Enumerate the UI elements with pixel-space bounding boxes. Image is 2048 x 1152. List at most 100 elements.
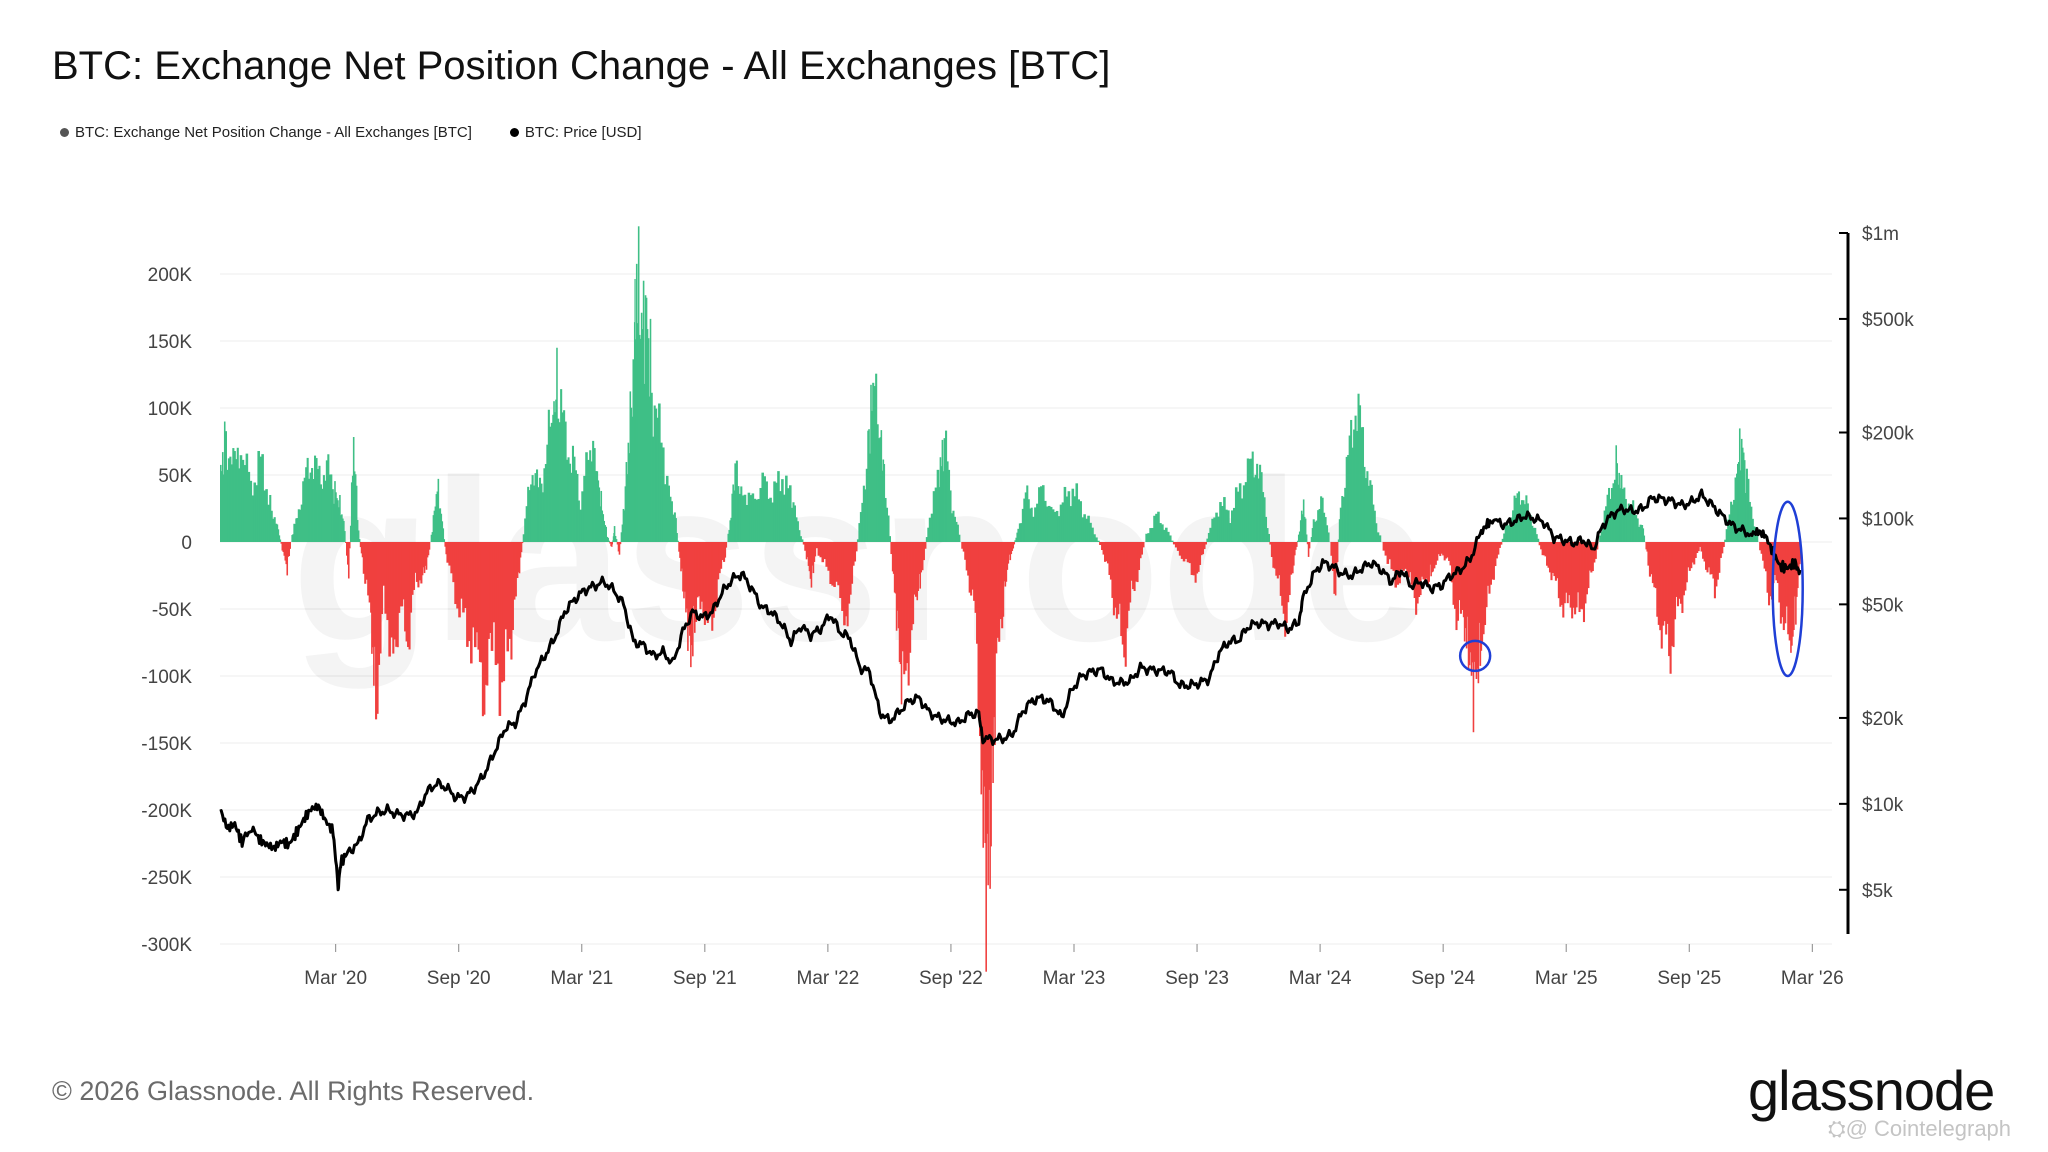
outflow-bar-negative	[287, 542, 290, 557]
inflow-bar-positive	[1303, 516, 1306, 542]
outflow-bar-negative	[1133, 542, 1136, 592]
right-tick-label: $500k	[1862, 310, 1914, 331]
outflow-bar-negative	[691, 542, 693, 646]
inflow-bar-positive	[239, 455, 243, 542]
outflow-bar-negative	[1437, 542, 1440, 555]
inflow-bar-positive	[1075, 483, 1079, 542]
outflow-bar-negative	[619, 542, 622, 545]
outflow-bar-negative	[1008, 542, 1011, 555]
inflow-bar-positive	[734, 463, 737, 542]
inflow-bar-positive	[1513, 495, 1516, 542]
outflow-bar-negative	[1792, 542, 1794, 637]
outflow-bar-negative	[422, 542, 425, 568]
inflow-bar-positive	[311, 468, 314, 542]
outflow-bar-negative	[1719, 542, 1722, 558]
outflow-bar-negative	[484, 542, 487, 685]
inflow-bar-positive	[544, 464, 547, 542]
outflow-bar-negative	[846, 542, 849, 627]
inflow-bar-positive	[1727, 519, 1730, 542]
inflow-bar-positive	[300, 504, 303, 542]
outflow-bar-negative	[1498, 542, 1501, 548]
outflow-bar-negative	[689, 542, 691, 636]
outflow-bar-negative	[1484, 542, 1487, 625]
outflow-bar-negative	[1115, 542, 1118, 619]
outflow-bar-negative	[712, 542, 715, 618]
inflow-bar-positive	[1163, 529, 1166, 542]
inflow-bar-positive	[1347, 455, 1350, 542]
inflow-bar-positive	[1744, 492, 1747, 542]
inflow-bar-positive	[275, 523, 278, 542]
inflow-bar-positive	[342, 518, 344, 542]
inflow-bar-positive	[1599, 535, 1602, 542]
outflow-bar-negative	[1118, 542, 1121, 604]
outflow-bar-negative	[1188, 542, 1192, 564]
outflow-bar-negative	[1553, 542, 1556, 577]
outflow-bar-negative	[426, 542, 429, 558]
inflow-bar-positive	[662, 447, 665, 542]
inflow-bar-positive	[925, 537, 928, 542]
inflow-bar-positive	[940, 466, 943, 542]
outflow-bar-negative	[1547, 542, 1550, 568]
inflow-bar-positive	[648, 396, 651, 542]
inflow-bar-positive	[1315, 520, 1318, 542]
inflow-bar-positive	[337, 500, 339, 542]
inflow-bar-positive	[869, 453, 871, 542]
outflow-bar-negative	[345, 542, 347, 543]
inflow-bar-positive	[949, 490, 952, 542]
inflow-bar-positive	[1081, 517, 1084, 542]
outflow-bar-negative	[1294, 542, 1297, 550]
legend-item-price[interactable]: BTC: Price [USD]	[509, 124, 642, 141]
outflow-bar-negative	[399, 542, 402, 607]
outflow-bar-negative	[1418, 542, 1421, 598]
outflow-bar-negative	[1105, 542, 1108, 562]
outflow-bar-negative	[899, 542, 902, 665]
outflow-bar-negative	[490, 542, 494, 651]
outflow-bar-negative	[519, 542, 522, 558]
inflow-bar-positive	[1038, 487, 1041, 542]
outflow-bar-negative	[1656, 542, 1659, 617]
outflow-bar-negative	[807, 542, 810, 566]
inflow-bar-positive	[573, 456, 576, 542]
outflow-bar-negative	[1712, 542, 1715, 579]
x-tick-label: Mar '24	[1289, 968, 1352, 989]
outflow-bar-negative	[517, 542, 520, 573]
outflow-bar-negative	[284, 542, 287, 561]
outflow-bar-negative	[378, 542, 381, 665]
inflow-bar-positive	[1304, 518, 1307, 542]
outflow-bar-negative	[1462, 542, 1465, 618]
inflow-bar-positive	[950, 513, 954, 542]
outflow-bar-negative	[516, 542, 519, 579]
outflow-bar-negative	[1007, 542, 1010, 564]
inflow-bar-positive	[638, 334, 641, 542]
outflow-bar-negative	[1201, 542, 1205, 555]
inflow-bar-positive	[796, 521, 799, 542]
outflow-bar-negative	[823, 542, 827, 560]
outflow-bar-negative	[968, 542, 971, 593]
inflow-bar-positive	[253, 482, 257, 542]
inflow-bar-positive	[568, 463, 572, 542]
inflow-bar-positive	[1314, 521, 1317, 542]
outflow-bar-negative	[477, 542, 480, 650]
legend-item-net-position[interactable]: BTC: Exchange Net Position Change - All …	[60, 124, 472, 141]
outflow-bar-negative	[423, 542, 426, 574]
outflow-bar-negative	[466, 542, 469, 647]
outflow-bar-negative	[1488, 542, 1491, 594]
outflow-bar-negative	[918, 542, 921, 575]
price-line	[219, 488, 1802, 892]
cointelegraph-credit: ⛭@ Cointelegraph	[1828, 1116, 2012, 1141]
inflow-bar-positive	[881, 470, 884, 542]
inflow-bar-positive	[1339, 507, 1342, 542]
inflow-bar-positive	[792, 502, 795, 542]
inflow-bar-positive	[331, 489, 334, 542]
outflow-bar-negative	[1104, 542, 1107, 562]
outflow-bar-negative	[1593, 542, 1596, 563]
outflow-bar-negative	[384, 542, 387, 614]
inflow-bar-positive	[622, 508, 625, 542]
inflow-bar-positive	[1015, 537, 1018, 542]
outflow-bar-negative	[711, 542, 714, 631]
inflow-bar-positive	[650, 392, 653, 542]
inflow-bar-positive	[1522, 500, 1525, 542]
outflow-bar-negative	[685, 542, 687, 613]
outflow-bar-negative	[392, 542, 395, 654]
